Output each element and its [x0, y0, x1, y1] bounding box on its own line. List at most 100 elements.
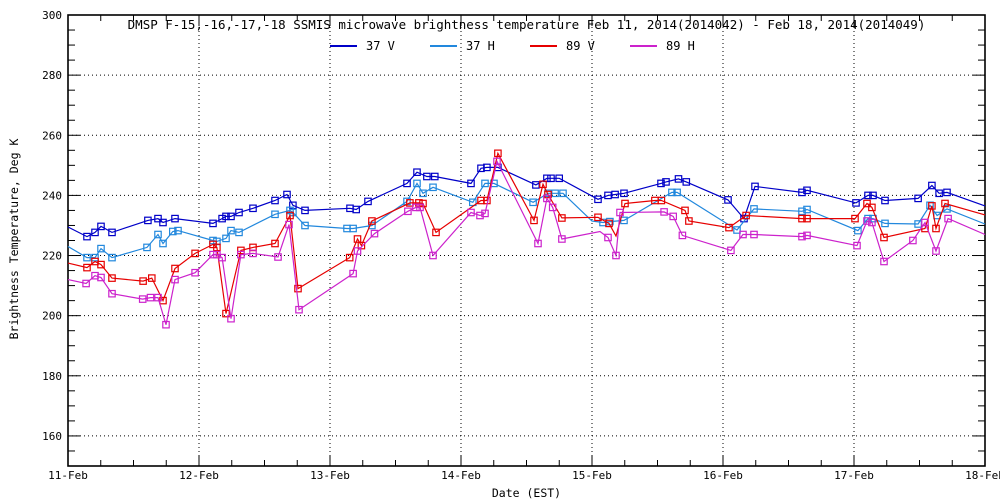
data-marker [673, 188, 681, 197]
data-marker [82, 279, 90, 288]
legend-item-89h: 89 H [630, 39, 730, 53]
data-marker [751, 182, 759, 191]
data-marker [368, 217, 376, 225]
data-marker [943, 188, 951, 197]
data-marker [669, 212, 678, 221]
data-marker [555, 174, 564, 183]
data-marker [685, 217, 693, 225]
data-marker [413, 168, 421, 177]
legend-label-37v: 37 V [366, 39, 395, 53]
data-marker [532, 181, 540, 189]
data-marker [605, 219, 613, 228]
data-marker [271, 239, 279, 248]
data-marker [880, 257, 888, 266]
data-marker [863, 217, 871, 225]
series-line-89v [67, 151, 986, 314]
data-marker [97, 222, 105, 231]
data-marker [143, 243, 151, 252]
data-marker [864, 191, 872, 200]
data-marker [481, 179, 489, 188]
x-tick-label: 16-Feb [703, 469, 743, 482]
data-marker [222, 309, 230, 318]
data-marker [91, 228, 99, 237]
data-marker [429, 251, 437, 260]
data-marker [725, 223, 733, 232]
data-marker [803, 186, 811, 195]
data-marker [227, 226, 235, 235]
data-marker [295, 305, 303, 314]
data-marker [235, 208, 243, 217]
data-marker [493, 157, 501, 166]
data-marker [357, 241, 366, 250]
data-marker [558, 235, 566, 243]
data-marker [91, 253, 99, 262]
data-marker [868, 218, 876, 227]
x-tick-label: 13-Feb [310, 469, 350, 482]
data-marker [191, 249, 199, 258]
data-marker [108, 289, 116, 298]
data-marker [534, 239, 542, 248]
data-marker [227, 212, 235, 221]
y-tick-label: 160 [42, 430, 62, 443]
data-marker [349, 269, 357, 278]
data-marker [604, 191, 612, 200]
chart-title: DMSP F-15,-16,-17,-18 SSMIS microwave br… [127, 17, 926, 32]
data-marker [174, 226, 182, 235]
data-marker [863, 199, 871, 208]
data-marker [558, 214, 566, 222]
data-marker [483, 163, 491, 172]
data-marker [209, 219, 217, 228]
data-marker [616, 208, 624, 217]
data-marker [108, 253, 116, 262]
data-marker [612, 251, 620, 260]
legend-swatch-89h [630, 45, 657, 47]
data-marker [97, 244, 105, 253]
data-marker [530, 216, 538, 225]
data-marker [83, 232, 91, 241]
data-marker [209, 250, 217, 259]
data-marker [660, 208, 668, 216]
data-marker [274, 253, 282, 261]
x-tick-label: 12-Feb [179, 469, 219, 482]
data-marker [494, 149, 502, 158]
data-marker [432, 228, 440, 237]
data-marker [943, 205, 951, 213]
data-marker [880, 233, 888, 242]
data-marker [227, 314, 235, 323]
data-marker [604, 233, 612, 242]
data-marker [286, 211, 294, 220]
data-marker [213, 243, 221, 252]
y-tick-label: 240 [42, 189, 62, 202]
data-marker [159, 218, 167, 227]
data-marker [83, 253, 91, 262]
data-marker [798, 188, 806, 197]
y-tick-label: 200 [42, 310, 62, 323]
data-marker [423, 172, 431, 181]
data-marker [467, 208, 475, 217]
legend-label-89v: 89 V [566, 39, 595, 53]
data-marker [218, 253, 226, 262]
data-marker [594, 213, 602, 222]
data-marker [146, 293, 155, 302]
data-marker [678, 231, 687, 240]
x-tick-label: 18-Feb [965, 469, 1000, 482]
data-marker [543, 194, 551, 203]
data-marker [881, 196, 889, 205]
data-marker [803, 205, 811, 214]
data-marker [750, 230, 758, 239]
data-marker [657, 179, 665, 188]
y-tick-label: 260 [42, 129, 62, 142]
legend-item-89v: 89 V [530, 39, 630, 53]
data-marker [869, 191, 877, 200]
data-marker [682, 178, 691, 186]
data-marker [668, 188, 676, 197]
data-marker [209, 236, 217, 245]
data-marker [218, 214, 226, 223]
data-marker [108, 274, 116, 282]
legend-item-37h: 37 H [430, 39, 530, 53]
data-marker [97, 273, 105, 282]
data-marker [469, 198, 477, 207]
data-marker [674, 175, 683, 183]
data-marker [249, 249, 257, 258]
data-marker [353, 235, 362, 243]
